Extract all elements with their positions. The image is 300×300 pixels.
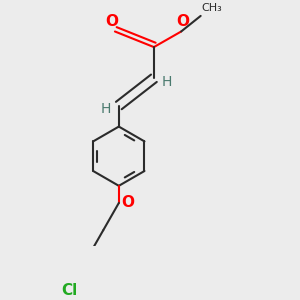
Text: Cl: Cl [61,283,77,298]
Text: O: O [176,14,189,29]
Text: CH₃: CH₃ [201,3,222,13]
Text: H: H [101,102,111,116]
Text: O: O [121,196,134,211]
Text: H: H [162,75,172,89]
Text: O: O [105,14,118,29]
